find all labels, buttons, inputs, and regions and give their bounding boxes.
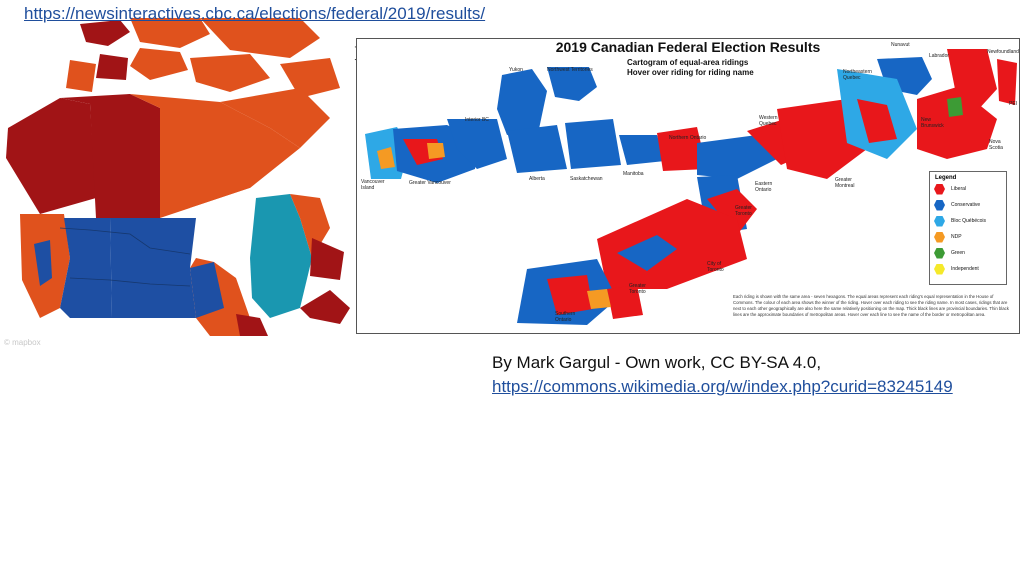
cartogram-title: 2019 Canadian Federal Election Results xyxy=(555,39,821,55)
region-label: Nunavut xyxy=(891,42,910,48)
region-label: Greater Toronto xyxy=(735,205,752,217)
region-label: Greater Montreal xyxy=(835,177,855,189)
legend-item-independent: Independent xyxy=(934,261,1006,277)
region-label: City of Toronto xyxy=(707,261,724,273)
legend-label: NDP xyxy=(951,234,962,240)
region-label: Vancouver Island xyxy=(361,179,385,191)
cartogram-hover-hint: Hover over riding for riding name xyxy=(627,68,754,77)
cartogram-graphic xyxy=(365,49,1017,325)
canada-map-graphic xyxy=(6,18,350,336)
cartogram-note: Each riding is shown with the same area … xyxy=(733,294,1009,317)
region-label: Interior BC xyxy=(465,117,489,123)
region-label: Greater Vancouver xyxy=(409,180,451,186)
hexagon-icon xyxy=(934,231,945,243)
region-label: Newfoundland xyxy=(987,49,1019,55)
region-label: Saskatchewan xyxy=(570,176,603,182)
region-label: Nova Scotia xyxy=(989,139,1003,151)
region-label: Yukon xyxy=(509,67,523,73)
region-label: Northeastern Quebec xyxy=(843,69,872,81)
legend-item-ndp: NDP xyxy=(934,229,1006,245)
cartogram-legend: Legend Liberal Conservative Bloc Québéco… xyxy=(929,171,1007,285)
source-link-cbc[interactable]: https://newsinteractives.cbc.ca/election… xyxy=(24,4,486,23)
image-credit: By Mark Gargul - Own work, CC BY-SA 4.0,… xyxy=(492,351,953,399)
hexagon-icon xyxy=(934,199,945,211)
region-label: Southern Ontario xyxy=(555,311,576,323)
region-label: Northern Ontario xyxy=(669,135,707,141)
region-label: Manitoba xyxy=(623,171,644,177)
legend-item-bloc: Bloc Québécois xyxy=(934,213,1006,229)
hexagon-icon xyxy=(934,183,945,195)
legend-label: Green xyxy=(951,250,965,256)
legend-label: Bloc Québécois xyxy=(951,218,987,224)
credit-text: By Mark Gargul - Own work, CC BY-SA 4.0, xyxy=(492,353,822,372)
legend-label: Liberal xyxy=(951,186,967,192)
legend-label: Independent xyxy=(951,266,979,272)
legend-title: Legend xyxy=(935,175,957,181)
wikimedia-source-link[interactable]: https://commons.wikimedia.org/w/index.ph… xyxy=(492,377,953,396)
hexagon-icon xyxy=(934,263,945,275)
region-label: Northwest Territories xyxy=(547,67,593,73)
legend-item-liberal: Liberal xyxy=(934,181,1006,197)
cartogram-image: 2019 Canadian Federal Election Results C… xyxy=(356,38,1020,334)
legend-item-green: Green xyxy=(934,245,1006,261)
canada-results-map[interactable]: + − © mapbox xyxy=(0,18,366,347)
region-label: Greater Toronto xyxy=(629,283,646,295)
legend-item-conservative: Conservative xyxy=(934,197,1006,213)
region-label: Labrador xyxy=(929,53,950,59)
mapbox-attribution: © mapbox xyxy=(4,338,41,347)
cartogram-subtitle: Cartogram of equal-area ridings xyxy=(627,58,749,67)
region-label: PEI xyxy=(1009,101,1018,107)
region-label: Alberta xyxy=(529,176,545,182)
region-label: New Brunswick xyxy=(921,117,944,129)
hexagon-icon xyxy=(934,247,945,259)
legend-label: Conservative xyxy=(951,202,981,208)
region-label: Eastern Ontario xyxy=(755,181,773,193)
region-label: Western Quebec xyxy=(759,115,778,127)
hexagon-icon xyxy=(934,215,945,227)
